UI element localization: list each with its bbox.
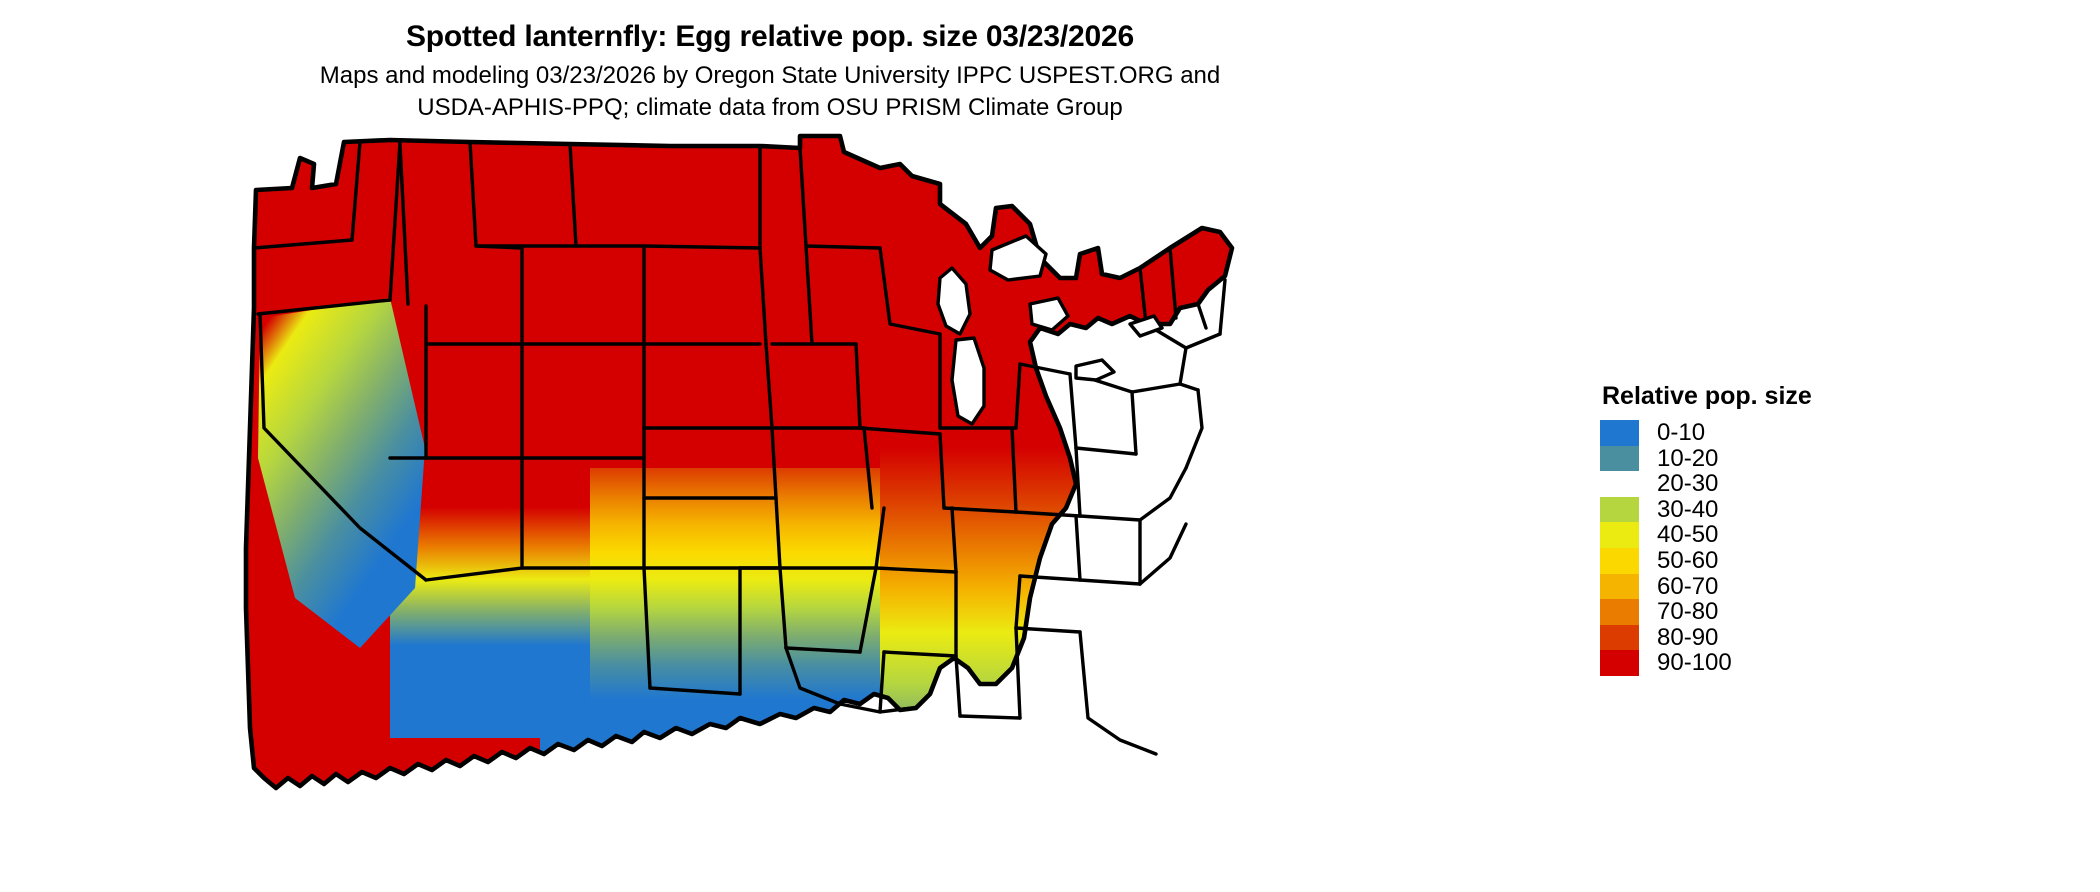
legend-item[interactable]: 40-50 — [1600, 522, 1930, 548]
map-legend: Relative pop. size 0-10 10-20 20-30 30-4… — [1600, 382, 1930, 676]
subtitle-line-1: Maps and modeling 03/23/2026 by Oregon S… — [319, 62, 1221, 89]
us-map-svg — [243, 133, 1235, 791]
lake-michigan — [950, 336, 986, 426]
legend-item[interactable]: 30-40 — [1600, 497, 1930, 523]
legend-swatch — [1600, 624, 1639, 651]
legend-swatch — [1600, 599, 1639, 625]
legend-item[interactable]: 70-80 — [1600, 599, 1930, 625]
lake-superior — [988, 234, 1048, 282]
legend-swatch — [1600, 420, 1639, 446]
legend-label: 90-100 — [1657, 649, 1732, 677]
lake-erie — [1074, 358, 1116, 382]
page-title: Spotted lanternfly: Egg relative pop. si… — [406, 20, 1134, 53]
subtitle-line-2: USDA-APHIS-PPQ; climate data from OSU PR… — [417, 94, 1123, 121]
legend-item[interactable]: 90-100 — [1600, 650, 1930, 676]
raster-band-gulf — [540, 468, 900, 788]
legend-label: 70-80 — [1657, 598, 1719, 626]
lake-huron — [1028, 296, 1070, 332]
legend-item[interactable]: 10-20 — [1600, 444, 1930, 472]
legend-label: 60-70 — [1657, 572, 1719, 600]
legend-swatch — [1600, 496, 1639, 523]
legend-item[interactable]: 80-90 — [1600, 625, 1930, 651]
legend-label: 50-60 — [1657, 546, 1719, 574]
legend-item[interactable]: 60-70 — [1600, 572, 1930, 600]
great-lakes — [936, 234, 1164, 426]
legend-label: 20-30 — [1657, 470, 1719, 498]
legend-item[interactable]: 20-30 — [1600, 471, 1930, 497]
legend-swatch — [1600, 522, 1639, 548]
legend-swatch — [1600, 650, 1639, 676]
legend-label: 30-40 — [1657, 495, 1719, 523]
legend-swatch — [1600, 547, 1639, 574]
legend-item[interactable]: 50-60 — [1600, 548, 1930, 574]
legend-label: 80-90 — [1657, 623, 1719, 651]
lake-michigan-north — [936, 266, 972, 336]
legend-entries: 0-10 10-20 20-30 30-40 40-50 50-60 — [1600, 420, 1930, 676]
legend-swatch — [1600, 573, 1639, 600]
lake-ontario — [1128, 314, 1164, 338]
legend-item[interactable]: 0-10 — [1600, 420, 1930, 446]
legend-label: 0-10 — [1657, 419, 1706, 446]
legend-swatch — [1600, 471, 1639, 497]
choropleth-map — [240, 128, 1240, 868]
raster-band-southeast — [880, 448, 1232, 788]
page-subtitle: Maps and modeling 03/23/2026 by Oregon S… — [0, 60, 1540, 124]
legend-label: 10-20 — [1657, 444, 1719, 472]
legend-label: 40-50 — [1657, 521, 1719, 549]
legend-title: Relative pop. size — [1602, 382, 1812, 410]
legend-swatch — [1600, 445, 1639, 472]
national-outline — [243, 133, 1235, 791]
state-boundaries — [252, 140, 1227, 756]
raster-band-california — [258, 298, 425, 648]
